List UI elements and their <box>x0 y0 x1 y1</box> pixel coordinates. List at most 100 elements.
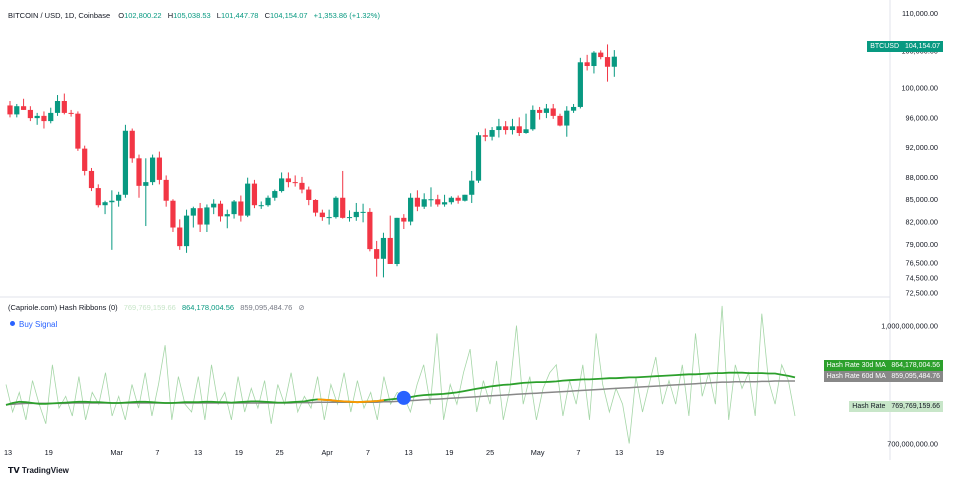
high-value: 105,038.53 <box>173 11 211 20</box>
candle-body <box>129 130 135 159</box>
candle-body <box>312 199 319 213</box>
candle-body <box>211 203 217 208</box>
candle-body <box>462 194 468 201</box>
time-tick-label: 25 <box>486 448 494 457</box>
candle-body <box>448 197 454 203</box>
candle-body <box>217 203 224 217</box>
candle-body <box>435 199 441 205</box>
time-tick-label: 19 <box>45 448 53 457</box>
time-tick-label: 13 <box>194 448 202 457</box>
time-tick-label: 7 <box>155 448 159 457</box>
ma30-tag-label: Hash Rate 30d MA <box>826 362 886 369</box>
candle-body <box>489 130 495 137</box>
buy-signal-marker[interactable] <box>396 390 411 405</box>
candle-body <box>183 215 190 247</box>
candle-body <box>482 135 488 137</box>
candle-body <box>299 182 305 190</box>
candle-body <box>149 157 156 183</box>
candle-body <box>204 207 210 225</box>
indicator-value-ma30: 864,178,004.56 <box>181 303 235 312</box>
candle-body <box>163 179 169 201</box>
price-tag-symbol: BTCUSD <box>870 43 899 50</box>
candle-body <box>360 211 366 213</box>
buy-signal-dot-icon <box>10 321 15 326</box>
time-tick-label: 13 <box>405 448 413 457</box>
candle-body <box>550 108 556 116</box>
candle-body <box>516 126 522 133</box>
candle-body <box>95 188 101 206</box>
price-tick-label: 88,000.00 <box>906 173 938 182</box>
candle-body <box>326 217 332 219</box>
high-key: H <box>167 11 174 20</box>
candle-body <box>251 183 258 206</box>
candle-body <box>367 211 373 250</box>
close-key: C <box>264 11 270 20</box>
open-value: 102,800.22 <box>124 11 162 20</box>
candle-body <box>584 62 590 67</box>
indicator-name[interactable]: (Capriole.com) Hash Ribbons (0) <box>8 303 118 312</box>
hide-indicator-icon[interactable]: ⊘ <box>298 303 305 312</box>
price-tick-label: 82,000.00 <box>906 218 938 227</box>
candle-body <box>116 194 122 201</box>
time-tick-label: May <box>531 448 545 457</box>
ma60-tag-label: Hash Rate 60d MA <box>826 373 886 380</box>
candle-body <box>279 178 285 192</box>
candle-body <box>48 112 54 122</box>
candle-body <box>143 182 149 186</box>
brand-label: TradingView <box>21 466 69 475</box>
candle-body <box>509 126 516 131</box>
candle-body <box>496 126 502 131</box>
time-tick-label: 19 <box>445 448 453 457</box>
tv-logo-icon: 𝗧𝗩 <box>8 466 20 475</box>
symbol-header: BITCOIN / USD, 1D, Coinbase O102,800.22 … <box>8 11 384 20</box>
change-value: +1,353.86 (+1.32%) <box>313 11 380 20</box>
candle-body <box>102 202 108 206</box>
candle-body <box>428 199 434 201</box>
price-tag-value: 104,154.07 <box>904 43 940 50</box>
candle-body <box>503 126 509 131</box>
candle-body <box>570 106 577 111</box>
candle-body <box>523 129 529 133</box>
hashrate-tag-label: Hash Rate <box>852 403 886 410</box>
candle-body <box>340 197 346 218</box>
candle-body <box>7 105 13 115</box>
time-tick-label: 7 <box>366 448 370 457</box>
candle-body <box>306 189 312 200</box>
low-value: 101,447.78 <box>220 11 259 20</box>
indicator-value-hashrate: 769,769,159.66 <box>123 303 176 312</box>
symbol-title[interactable]: BITCOIN / USD, 1D, Coinbase <box>8 11 111 20</box>
time-axis: 13 19 Mar 7 13 19 25 Apr 7 13 19 25 May 7 13 19 <box>4 448 664 457</box>
price-tick-label: 100,000.00 <box>901 84 938 93</box>
price-tick-label: 72,500.00 <box>906 288 938 297</box>
candle-body <box>394 217 400 264</box>
time-tick-label: 13 <box>4 448 12 457</box>
tradingview-logo[interactable]: 𝗧𝗩 TradingView <box>8 466 69 475</box>
candle-body <box>170 200 176 228</box>
price-tick-label: 76,500.00 <box>906 259 938 268</box>
candle-body <box>380 237 387 259</box>
time-tick-label: 19 <box>235 448 243 457</box>
candle-body <box>272 191 278 198</box>
candle-body <box>285 178 291 183</box>
indicator-tick-label: 1,000,000,000.00 <box>881 322 938 331</box>
candle-body <box>122 130 129 195</box>
price-tick-label: 110,000.00 <box>902 9 938 18</box>
candle-body <box>156 157 162 180</box>
candle-body <box>61 100 67 113</box>
close-value: 104,154.07 <box>270 11 308 20</box>
hashrate-tag: Hash Rate 769,769,159.66 <box>849 401 943 412</box>
time-tick-label: 19 <box>656 448 664 457</box>
candle-body <box>292 182 298 184</box>
ma30-tag-value: 864,178,004.56 <box>891 362 940 369</box>
time-tick-label: 25 <box>276 448 284 457</box>
candle-body <box>441 202 448 205</box>
low-key: L <box>216 11 221 20</box>
candle-body <box>224 214 230 217</box>
indicator-header: (Capriole.com) Hash Ribbons (0) 769,769,… <box>8 303 305 312</box>
indicator-tick-label: 700,000,000.00 <box>887 439 938 448</box>
candle-body <box>408 197 414 222</box>
candle-body <box>530 109 536 130</box>
candle-body <box>136 158 142 186</box>
candle-body <box>27 109 33 119</box>
